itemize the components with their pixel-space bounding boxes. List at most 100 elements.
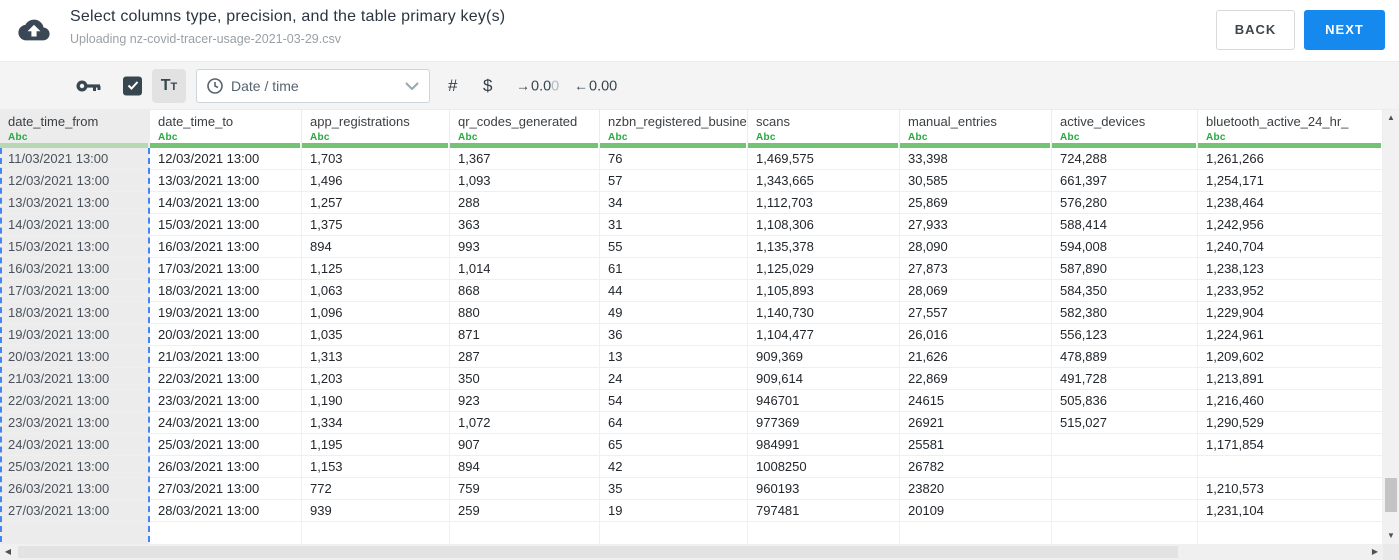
cell[interactable]: 11/03/2021 13:00: [0, 148, 150, 170]
cell[interactable]: 19/03/2021 13:00: [0, 324, 150, 346]
cell[interactable]: 1,063: [302, 280, 450, 302]
cell[interactable]: 946701: [748, 390, 900, 412]
cell[interactable]: 65: [600, 434, 748, 456]
cell[interactable]: 1,014: [450, 258, 600, 280]
include-column-checkbox[interactable]: [123, 76, 142, 95]
cell[interactable]: 25/03/2021 13:00: [0, 456, 150, 478]
scroll-left-button[interactable]: ◀: [0, 544, 16, 560]
cell[interactable]: 909,614: [748, 368, 900, 390]
horizontal-scrollbar[interactable]: ◀ ▶: [0, 544, 1383, 560]
cell[interactable]: 1,254,171: [1198, 170, 1383, 192]
cell[interactable]: 18/03/2021 13:00: [150, 280, 302, 302]
cell[interactable]: 22,869: [900, 368, 1052, 390]
cell[interactable]: 1,229,904: [1198, 302, 1383, 324]
cell[interactable]: 13/03/2021 13:00: [150, 170, 302, 192]
cell[interactable]: 880: [450, 302, 600, 324]
cell[interactable]: 772: [302, 478, 450, 500]
cell[interactable]: 977369: [748, 412, 900, 434]
cell[interactable]: 1,242,956: [1198, 214, 1383, 236]
column-header-date_time_from[interactable]: date_time_from Abc: [0, 110, 150, 148]
cell[interactable]: 868: [450, 280, 600, 302]
cell[interactable]: 894: [302, 236, 450, 258]
cell[interactable]: 36: [600, 324, 748, 346]
cell[interactable]: 27/03/2021 13:00: [150, 478, 302, 500]
cell[interactable]: 1,108,306: [748, 214, 900, 236]
cell[interactable]: 960193: [748, 478, 900, 500]
cell[interactable]: 1,209,602: [1198, 346, 1383, 368]
cell[interactable]: 28,069: [900, 280, 1052, 302]
cell[interactable]: 1,224,961: [1198, 324, 1383, 346]
cell[interactable]: 1,125: [302, 258, 450, 280]
cell[interactable]: 34: [600, 192, 748, 214]
cell[interactable]: 28/03/2021 13:00: [150, 500, 302, 522]
cell[interactable]: 19: [600, 500, 748, 522]
cell[interactable]: 33,398: [900, 148, 1052, 170]
cell[interactable]: 23/03/2021 13:00: [150, 390, 302, 412]
cell[interactable]: 12/03/2021 13:00: [0, 170, 150, 192]
cell[interactable]: 515,027: [1052, 412, 1198, 434]
cell[interactable]: 16/03/2021 13:00: [150, 236, 302, 258]
cell[interactable]: 54: [600, 390, 748, 412]
cell[interactable]: 27,933: [900, 214, 1052, 236]
cell[interactable]: 23820: [900, 478, 1052, 500]
cell[interactable]: 1,261,266: [1198, 148, 1383, 170]
cell[interactable]: 1,343,665: [748, 170, 900, 192]
cell[interactable]: 24/03/2021 13:00: [0, 434, 150, 456]
cell[interactable]: 61: [600, 258, 748, 280]
cell[interactable]: 1,072: [450, 412, 600, 434]
cell[interactable]: 587,890: [1052, 258, 1198, 280]
cell[interactable]: 16/03/2021 13:00: [0, 258, 150, 280]
cell[interactable]: 797481: [748, 500, 900, 522]
cell[interactable]: 1,093: [450, 170, 600, 192]
cell[interactable]: 1,140,730: [748, 302, 900, 324]
cell[interactable]: 1,231,104: [1198, 500, 1383, 522]
column-type-dropdown[interactable]: Date / time: [196, 68, 430, 103]
cell[interactable]: 1,195: [302, 434, 450, 456]
cell[interactable]: [1198, 456, 1383, 478]
cell[interactable]: 907: [450, 434, 600, 456]
cell[interactable]: 21/03/2021 13:00: [150, 346, 302, 368]
cell[interactable]: 26/03/2021 13:00: [150, 456, 302, 478]
cell[interactable]: 1,125,029: [748, 258, 900, 280]
cell[interactable]: 28,090: [900, 236, 1052, 258]
cell[interactable]: 576,280: [1052, 192, 1198, 214]
cell[interactable]: 25581: [900, 434, 1052, 456]
text-type-button[interactable]: Tt: [152, 68, 186, 103]
cell[interactable]: 1,238,123: [1198, 258, 1383, 280]
cell[interactable]: 1,105,893: [748, 280, 900, 302]
cell[interactable]: 1,290,529: [1198, 412, 1383, 434]
cell[interactable]: 20109: [900, 500, 1052, 522]
cell[interactable]: 27,557: [900, 302, 1052, 324]
cell[interactable]: 12/03/2021 13:00: [150, 148, 302, 170]
cell[interactable]: 491,728: [1052, 368, 1198, 390]
column-header-scans[interactable]: scans Abc: [748, 110, 900, 148]
cell[interactable]: 14/03/2021 13:00: [0, 214, 150, 236]
cell[interactable]: 1,375: [302, 214, 450, 236]
cell[interactable]: 1,216,460: [1198, 390, 1383, 412]
cell[interactable]: 1,496: [302, 170, 450, 192]
primary-key-button[interactable]: [76, 76, 102, 96]
cell[interactable]: 894: [450, 456, 600, 478]
cell[interactable]: 363: [450, 214, 600, 236]
horizontal-scroll-thumb[interactable]: [18, 546, 1178, 558]
cell[interactable]: 909,369: [748, 346, 900, 368]
cell[interactable]: 42: [600, 456, 748, 478]
cell[interactable]: 287: [450, 346, 600, 368]
cell[interactable]: 1,153: [302, 456, 450, 478]
cell[interactable]: 1,112,703: [748, 192, 900, 214]
cell[interactable]: 1,367: [450, 148, 600, 170]
cell[interactable]: 582,380: [1052, 302, 1198, 324]
cell[interactable]: 19/03/2021 13:00: [150, 302, 302, 324]
next-button[interactable]: NEXT: [1304, 10, 1385, 50]
cell[interactable]: 76: [600, 148, 748, 170]
cell[interactable]: [1052, 434, 1198, 456]
cell[interactable]: [1052, 478, 1198, 500]
column-header-app_registrations[interactable]: app_registrations Abc: [302, 110, 450, 148]
cell[interactable]: 26/03/2021 13:00: [0, 478, 150, 500]
cell[interactable]: 984991: [748, 434, 900, 456]
cell[interactable]: 1,190: [302, 390, 450, 412]
cell[interactable]: 22/03/2021 13:00: [150, 368, 302, 390]
cell[interactable]: 1,035: [302, 324, 450, 346]
cell[interactable]: 594,008: [1052, 236, 1198, 258]
cell[interactable]: 939: [302, 500, 450, 522]
